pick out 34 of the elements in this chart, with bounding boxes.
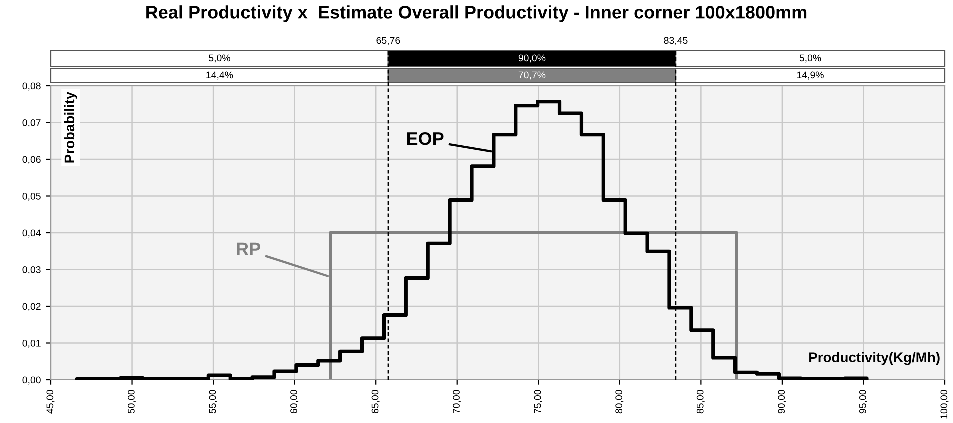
y-tick-label: 0,05 [22, 192, 41, 202]
text: RP [237, 242, 260, 256]
x-tick-label: 85,00 [696, 390, 705, 414]
y-tick-label: 0,01 [22, 340, 41, 348]
ref-line-label: 83,45 [664, 37, 688, 46]
y-tick-label: 0,07 [22, 119, 41, 128]
x-tick-label: 55,00 [209, 390, 218, 414]
legend-label: EOP [407, 132, 444, 146]
x-tick-label: 90,00 [778, 390, 786, 414]
x-tick-label: 95,00 [859, 390, 868, 414]
y-tick-label: 0,08 [22, 82, 41, 91]
x-tick-label: 75,00 [534, 390, 542, 414]
text: 90,0% [518, 54, 546, 63]
y-axis-title: Probability [64, 92, 78, 163]
text: 14,4% [206, 72, 234, 80]
text: 5,0% [800, 54, 822, 63]
x-tick-label: 80,00 [616, 390, 624, 414]
y-tick-label: 0,04 [22, 230, 41, 238]
y-tick-label: 0,02 [22, 303, 41, 312]
ref-line-label: 65,76 [376, 37, 400, 46]
x-tick-label: 50,00 [128, 390, 136, 414]
x-tick-label: 70,00 [453, 390, 462, 414]
y-tick-label: 0,06 [22, 156, 41, 164]
text: 70,7% [518, 72, 546, 80]
x-axis-title: Productivity(Kg/Mh) [810, 352, 940, 366]
text: 5,0% [209, 54, 230, 63]
x-tick-label: 45,00 [46, 390, 55, 414]
chart-title: Real Productivity x Estimate Overall Productivity - Inner corner 100x1800mm [146, 6, 807, 22]
text: 14,9% [797, 72, 824, 80]
x-tick-label: 60,00 [290, 390, 299, 414]
x-tick-label: 100,00 [940, 390, 949, 419]
y-tick-label: 0,03 [22, 266, 41, 275]
x-tick-label: 65,00 [372, 390, 380, 414]
y-tick-label: 0,00 [22, 376, 41, 385]
